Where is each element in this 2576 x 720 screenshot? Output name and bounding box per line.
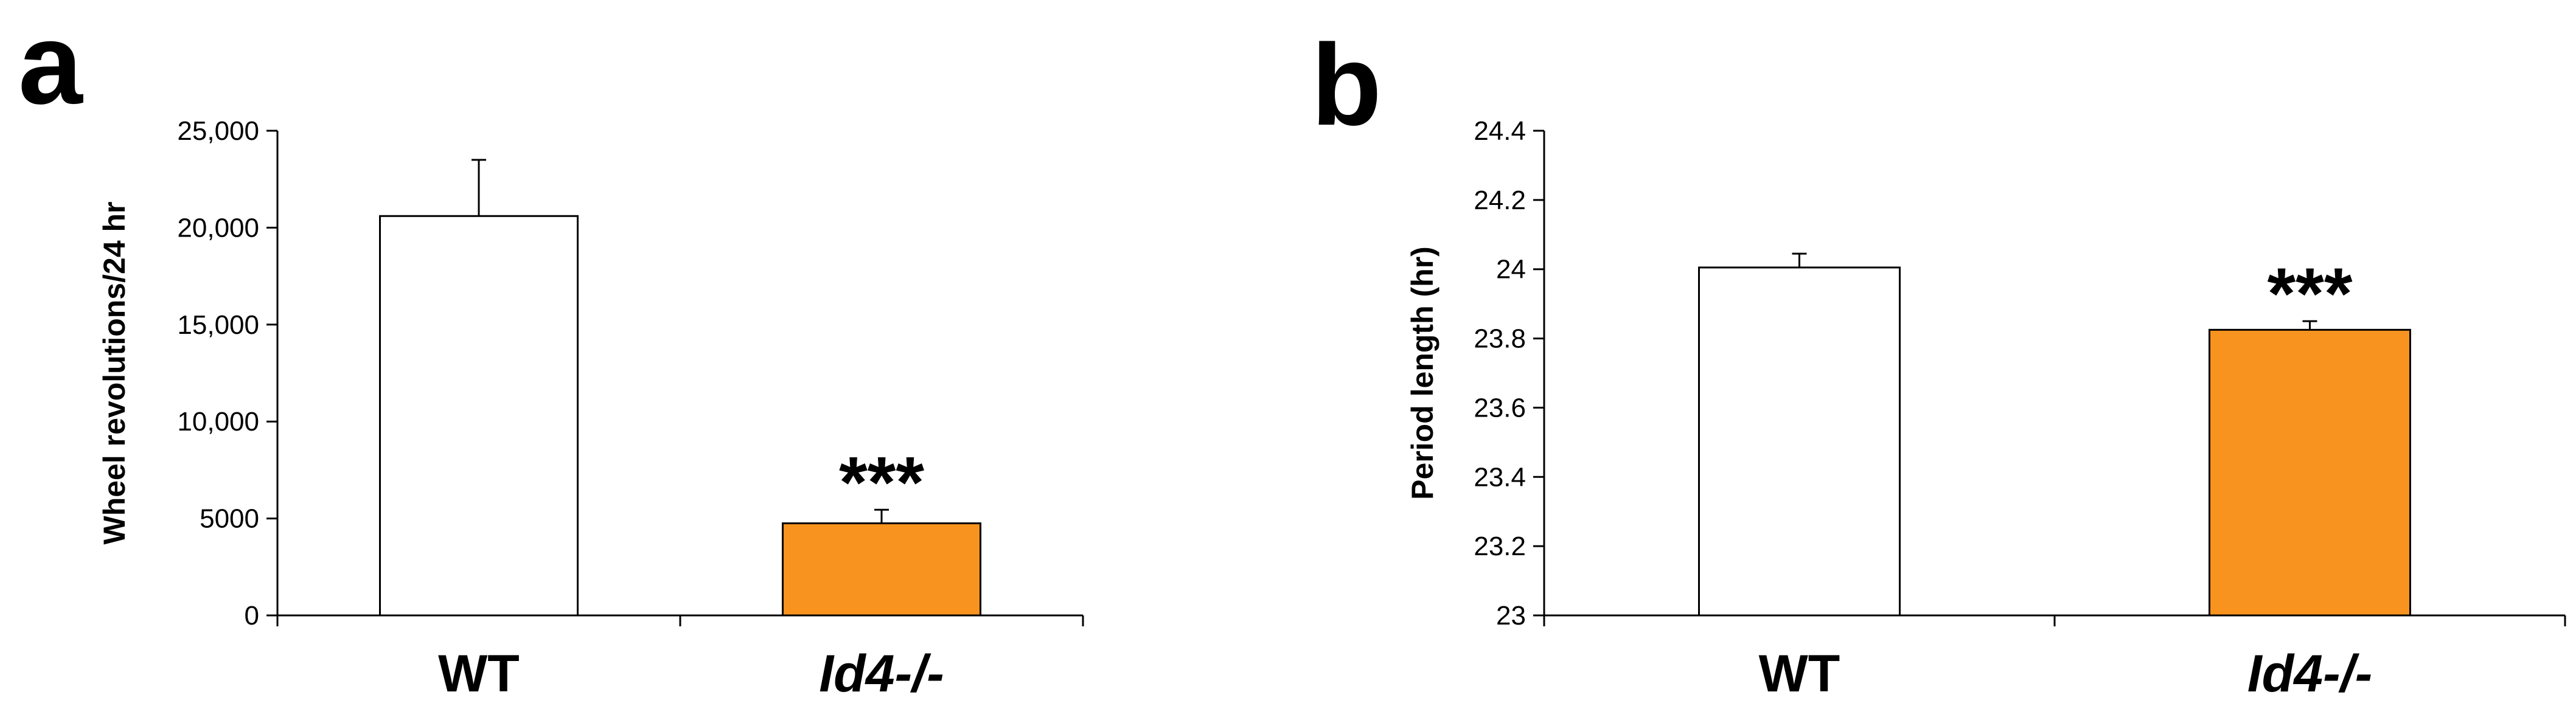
category-label: WT	[1759, 645, 1840, 703]
category-label: Id4-/-	[819, 645, 944, 703]
y-tick-label: 23.2	[1474, 531, 1526, 561]
category-label: WT	[438, 645, 520, 703]
y-tick-label: 23.4	[1474, 462, 1526, 492]
chart-panel-a: a 0 5000 10,000 15,000 20,000 25,000 Wheel revo…	[18, 0, 1084, 703]
panel-letter: a	[18, 0, 83, 128]
y-tick-label: 23.6	[1474, 393, 1526, 423]
y-tick-label: 20,000	[177, 213, 259, 243]
y-tick-label: 5000	[200, 504, 259, 534]
bar-WT	[379, 215, 579, 617]
panel-letter: b	[1311, 21, 1382, 150]
y-tick-label: 24	[1496, 255, 1526, 285]
chart-panel-b: b 23 23.2 23.4 23.6 23.8 24 24.2 24.4 Period leng…	[1311, 21, 2566, 703]
bar-Id4-/-	[2209, 328, 2411, 617]
y-tick-label: 0	[245, 601, 259, 631]
y-tick-label: 24.2	[1474, 185, 1526, 215]
y-tick-label: 25,000	[177, 116, 259, 146]
bar-WT	[1698, 266, 1901, 617]
y-tick-label: 15,000	[177, 310, 259, 340]
bar-Id4-/-	[782, 522, 981, 617]
significance-marker: ***	[839, 441, 924, 523]
y-axis-label: Period length (hr)	[1405, 246, 1439, 500]
category-label: Id4-/-	[2247, 645, 2372, 703]
significance-marker: ***	[2267, 253, 2352, 334]
y-tick-label: 23.8	[1474, 324, 1526, 354]
y-tick-label: 23	[1496, 601, 1526, 631]
y-tick-label: 10,000	[177, 407, 259, 437]
y-tick-label: 24.4	[1474, 116, 1526, 146]
y-axis-label: Wheel revolutions/24 hr	[97, 201, 131, 544]
